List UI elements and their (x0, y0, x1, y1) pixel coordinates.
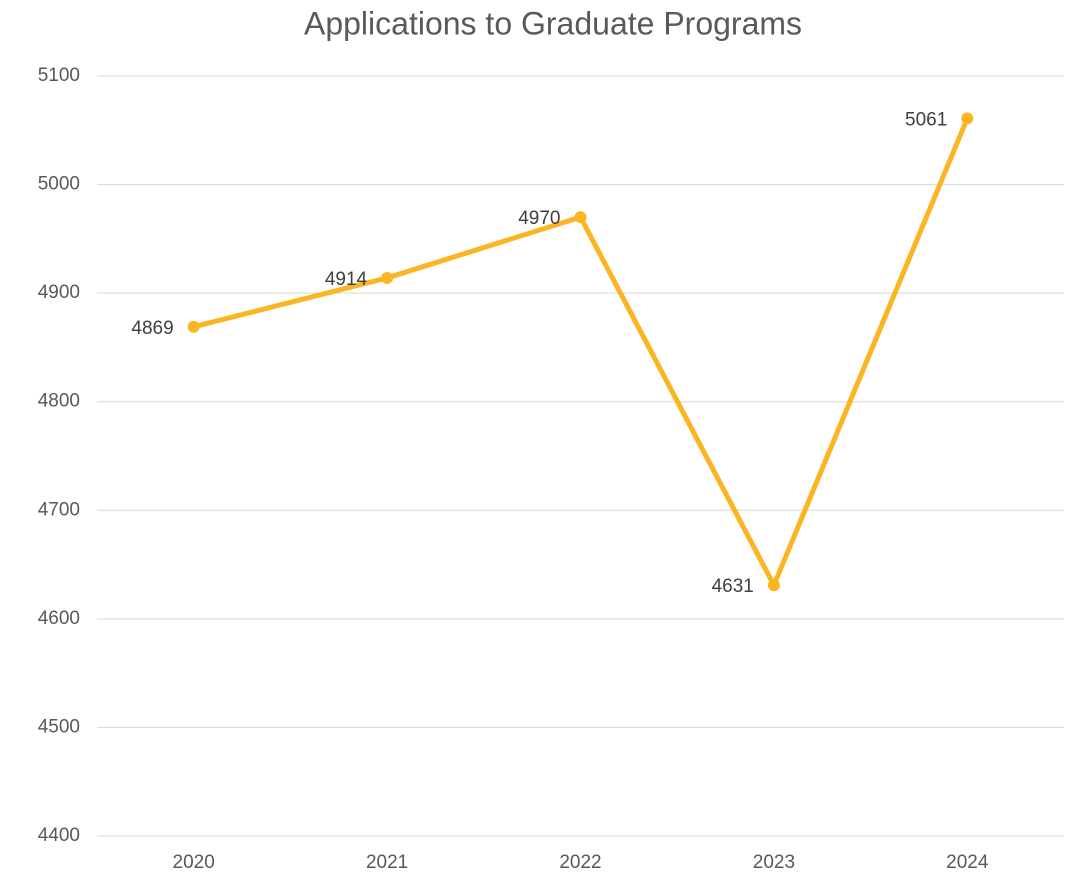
y-tick-label: 4700 (38, 499, 80, 520)
y-tick-label: 5100 (38, 65, 80, 86)
y-tick-label: 4600 (38, 608, 80, 629)
data-label: 4914 (325, 269, 368, 290)
y-tick-label: 4500 (38, 716, 80, 737)
marker (187, 320, 200, 333)
x-tick-label: 2023 (753, 852, 795, 873)
y-tick-label: 4400 (38, 825, 80, 846)
marker (381, 271, 394, 284)
x-tick-label: 2020 (173, 852, 215, 873)
data-label: 4631 (712, 576, 754, 597)
x-tick-label: 2022 (559, 852, 601, 873)
chart-title: Applications to Graduate Programs (304, 5, 802, 41)
marker (961, 112, 974, 125)
marker (767, 579, 780, 592)
y-tick-label: 4800 (38, 391, 80, 412)
marker (574, 211, 587, 224)
data-label: 4970 (518, 208, 560, 229)
y-tick-label: 5000 (38, 174, 80, 195)
x-tick-label: 2021 (366, 852, 408, 873)
data-label: 5061 (905, 109, 947, 130)
data-label: 4869 (131, 318, 173, 339)
line (193, 117, 970, 588)
x-tick-label: 2024 (946, 852, 989, 873)
y-tick-label: 4900 (38, 282, 80, 303)
